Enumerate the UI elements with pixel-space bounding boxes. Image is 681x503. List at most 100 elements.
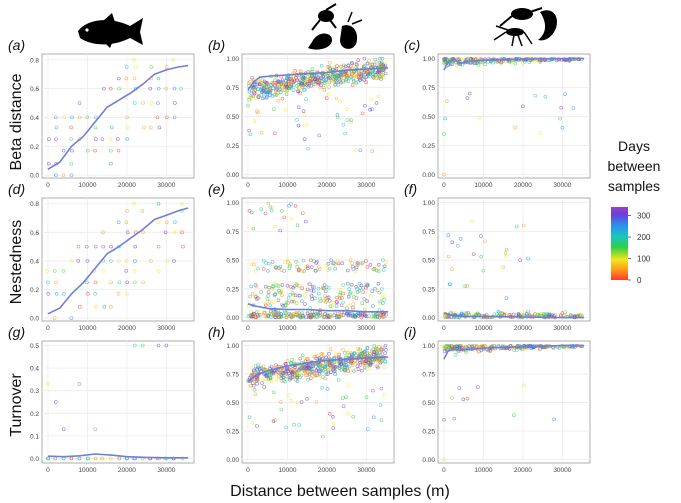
data-point (180, 201, 184, 206)
data-point (268, 90, 272, 95)
data-point (270, 370, 274, 375)
data-point (295, 78, 299, 82)
data-point (314, 368, 319, 372)
data-point (268, 310, 273, 314)
data-point (479, 234, 483, 238)
data-point (280, 293, 284, 298)
data-point (294, 76, 298, 80)
data-point (458, 344, 462, 348)
data-point (77, 101, 82, 105)
data-point (309, 376, 313, 380)
data-point (326, 75, 331, 80)
data-point (362, 350, 366, 354)
data-point (124, 220, 129, 225)
data-point (348, 258, 353, 262)
panel-g: 0.0 0.1 0.2 0.3 0.4 0.5 0 10000 20000 30000 (g) (8, 324, 195, 474)
data-point (456, 244, 460, 248)
data-point (109, 456, 113, 461)
data-point (269, 364, 274, 369)
data-point (291, 370, 295, 374)
data-point (488, 349, 493, 353)
legend-color-bar (611, 207, 628, 280)
data-point (356, 58, 360, 62)
data-point (117, 456, 121, 461)
data-point (157, 125, 162, 130)
data-point (331, 300, 336, 305)
panel-b-xtick-label: 0 (246, 182, 250, 189)
data-point (331, 415, 335, 419)
data-point (324, 289, 328, 294)
data-point (379, 418, 384, 422)
data-point (256, 94, 261, 98)
data-point (321, 352, 326, 357)
data-point (261, 259, 266, 263)
data-point (273, 315, 277, 319)
data-point (267, 300, 272, 304)
data-point (362, 64, 367, 68)
data-point (289, 361, 293, 365)
data-point (379, 349, 384, 354)
panel-h-label: (h) (208, 324, 225, 340)
data-point (317, 265, 321, 269)
legend: Days between samples 300 200 100 0 (608, 138, 661, 285)
data-point (374, 60, 379, 64)
data-point (302, 293, 307, 298)
panel-a-ytick-label: 0.2 (30, 144, 39, 151)
data-point (321, 85, 326, 90)
data-point (316, 287, 321, 291)
panel-i-xtick-label: 30000 (553, 467, 571, 474)
data-point (280, 96, 285, 101)
data-point (156, 101, 160, 105)
panel-b-ytick-label: 0.25 (226, 143, 239, 150)
data-point (293, 204, 298, 208)
data-point (380, 287, 384, 291)
data-point (309, 293, 313, 298)
data-point (299, 373, 304, 378)
data-point (171, 58, 175, 62)
data-point (284, 367, 289, 371)
data-point (280, 283, 285, 287)
data-point (351, 363, 355, 367)
data-point (370, 289, 374, 294)
data-point (310, 294, 314, 298)
data-point (481, 268, 486, 273)
data-point (365, 346, 370, 350)
data-point (317, 370, 322, 374)
data-point (318, 363, 323, 368)
data-point (296, 372, 301, 377)
data-point (132, 76, 137, 81)
data-point (312, 313, 316, 317)
data-point (323, 364, 328, 369)
data-point (350, 73, 355, 77)
panel-f-xtick-label: 10000 (474, 325, 492, 332)
data-point (282, 378, 286, 383)
panel-h: 0.00 0.25 0.50 0.75 1.00 0 10000 20000 30000 (h) (208, 324, 395, 474)
data-point (252, 85, 256, 89)
data-point (341, 347, 345, 352)
data-point (351, 302, 355, 306)
data-point (288, 292, 292, 297)
data-point (363, 313, 368, 318)
panel-f-ytick-label: 0.00 (422, 315, 435, 322)
data-point (284, 311, 288, 315)
legend-title-line-2: between (608, 158, 661, 174)
data-point (377, 290, 381, 295)
data-point (287, 313, 292, 318)
data-point (338, 287, 342, 292)
panel-c-ytick-label: 0.50 (422, 114, 435, 121)
data-point (521, 104, 525, 109)
panel-b-ytick-label: 0.75 (226, 85, 239, 92)
data-point (298, 313, 302, 318)
data-point (346, 369, 351, 373)
data-point (305, 77, 310, 81)
panel-f-frame (437, 197, 591, 322)
data-point (269, 83, 273, 88)
data-point (294, 281, 298, 286)
data-point (339, 80, 343, 85)
data-point (320, 352, 325, 356)
data-point (312, 374, 317, 378)
data-point (353, 313, 357, 318)
data-point (366, 360, 371, 365)
data-point (290, 376, 295, 380)
panel-d-ytick-label: 0.2 (30, 287, 39, 294)
